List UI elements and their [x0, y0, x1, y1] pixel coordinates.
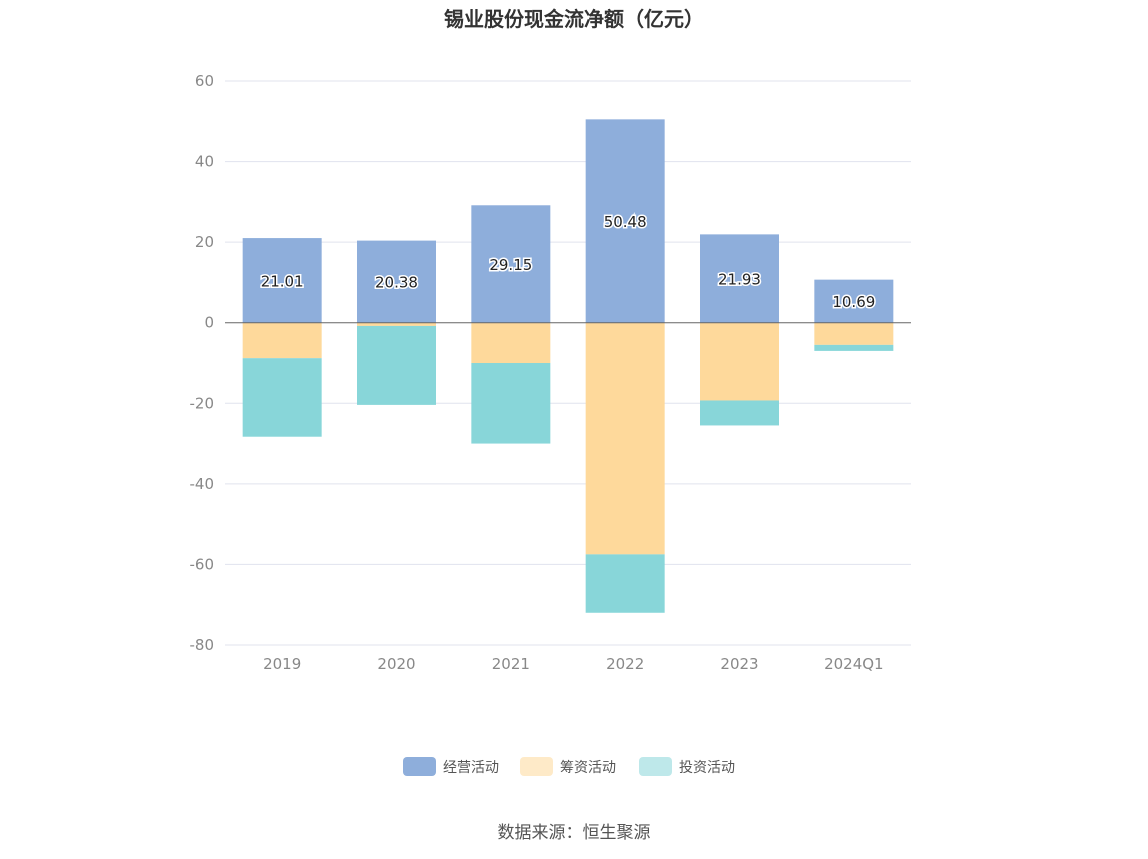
x-tick-label: 2023 [720, 655, 758, 673]
bar [585, 322, 665, 555]
legend-swatch [520, 757, 553, 776]
x-tick-label: 2024Q1 [824, 655, 884, 673]
bar [585, 119, 665, 323]
bar [357, 325, 436, 405]
bar [700, 400, 779, 426]
chart-title: 锡业股份现金流净额（亿元） [444, 7, 704, 31]
bar [814, 279, 894, 323]
x-axis: 2019 2020 2021 2022 2023 2024Q1 [263, 655, 884, 673]
y-tick-label: -60 [190, 555, 215, 573]
bars [242, 119, 894, 613]
y-tick-label: 20 [195, 233, 214, 251]
y-axis: 60 40 20 0 -20 -40 -60 -80 [190, 72, 215, 654]
bar [700, 322, 779, 401]
legend-label: 投资活动 [679, 760, 735, 776]
legend: 经营活动 筹资活动 投资活动 [403, 757, 735, 776]
bar [700, 234, 779, 323]
bar [242, 238, 322, 323]
data-label: 21.93 [718, 271, 761, 289]
zero-line [225, 322, 911, 646]
data-labels: 21.01 20.38 29.15 50.48 21.93 10.69 [259, 212, 877, 313]
y-tick-label: -40 [190, 475, 215, 493]
bar [471, 205, 551, 323]
grid [225, 80, 911, 646]
data-label: 29.15 [489, 256, 532, 274]
data-label: 21.01 [261, 272, 304, 290]
bar [471, 322, 551, 363]
bar [814, 344, 894, 351]
x-tick-label: 2019 [263, 655, 301, 673]
data-label: 20.38 [375, 274, 418, 292]
y-tick-label: -20 [190, 394, 215, 412]
x-tick-label: 2021 [492, 655, 530, 673]
y-tick-label: -80 [190, 636, 215, 654]
y-tick-label: 0 [204, 314, 214, 332]
source-note: 数据来源：恒生聚源 [498, 823, 651, 843]
x-tick-label: 2022 [606, 655, 644, 673]
legend-swatch [639, 757, 672, 776]
bar [242, 322, 322, 359]
bar [814, 322, 894, 345]
legend-label: 经营活动 [443, 760, 499, 776]
data-label: 10.69 [832, 293, 875, 311]
bar [357, 240, 436, 323]
y-tick-label: 60 [195, 72, 214, 90]
data-label: 50.48 [604, 213, 647, 231]
legend-swatch [403, 757, 436, 776]
legend-label: 筹资活动 [560, 759, 616, 776]
y-tick-label: 40 [195, 153, 214, 171]
bar [242, 358, 322, 437]
bar [357, 322, 436, 326]
bar [585, 554, 665, 613]
bar [471, 363, 551, 444]
x-tick-label: 2020 [377, 655, 415, 673]
